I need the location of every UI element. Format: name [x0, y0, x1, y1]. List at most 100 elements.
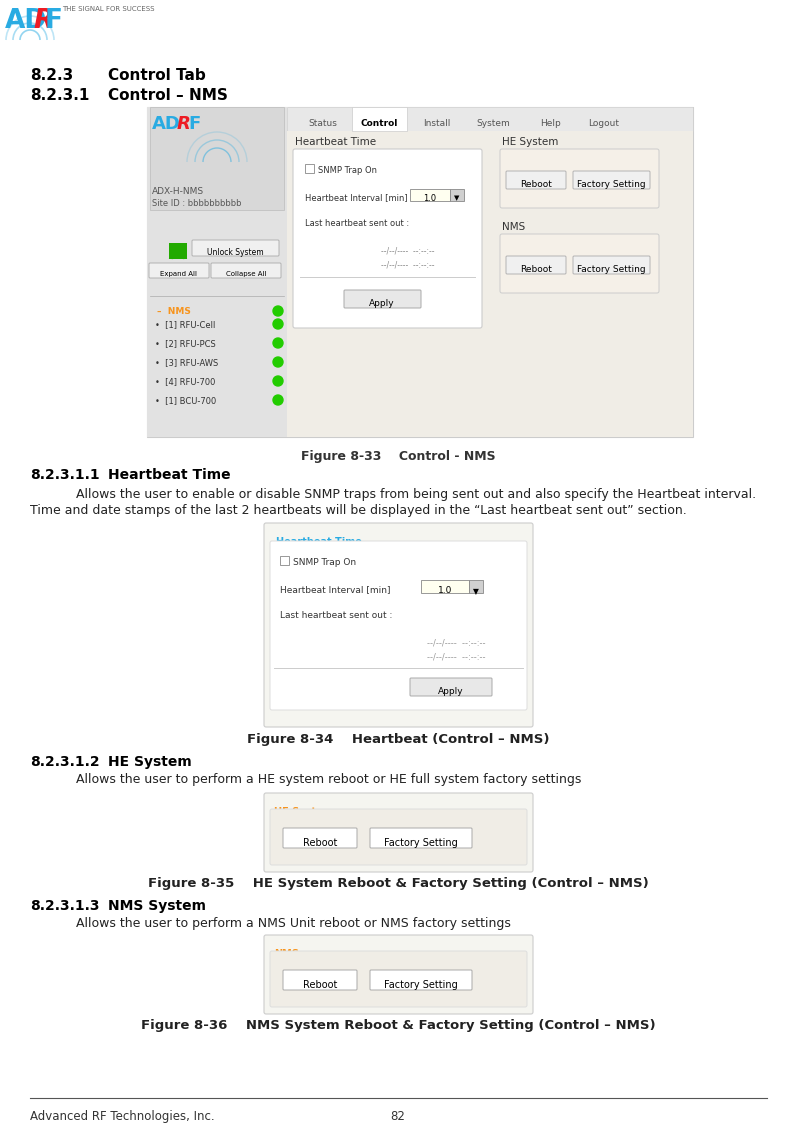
Circle shape: [273, 338, 283, 348]
FancyBboxPatch shape: [270, 809, 527, 865]
Bar: [280, 556, 289, 566]
Text: NMS: NMS: [502, 222, 525, 232]
Text: AD: AD: [152, 115, 181, 133]
FancyBboxPatch shape: [270, 951, 527, 1007]
Text: Figure 8-35    HE System Reboot & Factory Setting (Control – NMS): Figure 8-35 HE System Reboot & Factory S…: [147, 877, 649, 890]
Text: •  [1] RFU-Cell: • [1] RFU-Cell: [155, 320, 215, 329]
Bar: [287, 107, 693, 437]
Text: ADX-H-NMS: ADX-H-NMS: [152, 187, 204, 196]
Bar: [287, 131, 693, 437]
Text: System: System: [477, 119, 510, 128]
FancyBboxPatch shape: [211, 264, 281, 278]
Text: Apply: Apply: [438, 687, 464, 696]
FancyBboxPatch shape: [370, 970, 472, 990]
Text: Factory Setting: Factory Setting: [384, 979, 457, 990]
Text: 8.2.3.1.3: 8.2.3.1.3: [30, 899, 100, 913]
Bar: [147, 107, 693, 437]
Text: Heartbeat Time: Heartbeat Time: [295, 137, 376, 147]
Text: SNMP Trap On: SNMP Trap On: [293, 558, 356, 567]
FancyBboxPatch shape: [506, 171, 566, 189]
Text: Reboot: Reboot: [303, 979, 337, 990]
Text: ▼: ▼: [473, 587, 479, 596]
Text: NMS System: NMS System: [108, 899, 206, 913]
Text: Control Tab: Control Tab: [108, 68, 206, 83]
Text: Figure 8-33    Control - NMS: Figure 8-33 Control - NMS: [300, 450, 495, 463]
FancyBboxPatch shape: [573, 256, 650, 274]
Circle shape: [273, 375, 283, 386]
Text: 8.2.3.1.2: 8.2.3.1.2: [30, 756, 100, 769]
Text: •  [4] RFU-700: • [4] RFU-700: [155, 377, 215, 386]
FancyBboxPatch shape: [500, 149, 659, 208]
FancyBboxPatch shape: [283, 828, 357, 848]
FancyBboxPatch shape: [410, 677, 492, 696]
Text: Last heartbeat sent out :: Last heartbeat sent out :: [280, 611, 392, 620]
Bar: [0, 0, 797, 55]
Bar: [147, 107, 287, 437]
Text: SNMP Trap On: SNMP Trap On: [318, 166, 377, 175]
Bar: [305, 164, 314, 173]
Text: Apply: Apply: [369, 299, 395, 308]
Text: 8.2.3: 8.2.3: [30, 68, 73, 83]
Bar: [469, 580, 483, 593]
FancyBboxPatch shape: [344, 290, 421, 308]
Text: –  NMS: – NMS: [157, 307, 190, 316]
Text: Figure 8-34    Heartbeat (Control – NMS): Figure 8-34 Heartbeat (Control – NMS): [247, 733, 549, 746]
Text: 1.0: 1.0: [423, 195, 436, 202]
FancyBboxPatch shape: [264, 523, 533, 727]
Circle shape: [273, 307, 283, 316]
Text: F: F: [188, 115, 200, 133]
Text: Heartbeat Time: Heartbeat Time: [108, 468, 230, 482]
Text: --/--/----  --:--:--: --/--/---- --:--:--: [427, 638, 486, 647]
Text: Time and date stamps of the last 2 heartbeats will be displayed in the “Last hea: Time and date stamps of the last 2 heart…: [30, 504, 687, 517]
FancyBboxPatch shape: [149, 264, 209, 278]
FancyBboxPatch shape: [500, 234, 659, 293]
Text: Expand All: Expand All: [160, 271, 198, 277]
Text: --/--/----  --:--:--: --/--/---- --:--:--: [427, 653, 486, 662]
Text: Factory Setting: Factory Setting: [384, 838, 457, 848]
Circle shape: [273, 395, 283, 405]
Text: HE System: HE System: [274, 808, 332, 817]
Text: Heartbeat Time: Heartbeat Time: [276, 537, 362, 547]
Text: --/--/----  --:--:--: --/--/---- --:--:--: [382, 247, 435, 254]
Text: Factory Setting: Factory Setting: [577, 180, 646, 189]
Text: Install: Install: [423, 119, 450, 128]
Bar: [169, 243, 187, 259]
Text: Site ID : bbbbbbbbbb: Site ID : bbbbbbbbbb: [152, 199, 241, 208]
Text: ▼: ▼: [454, 195, 460, 201]
Bar: [150, 107, 284, 210]
Text: --/--/----  --:--:--: --/--/---- --:--:--: [382, 261, 435, 270]
Text: Last heartbeat sent out :: Last heartbeat sent out :: [305, 219, 409, 228]
Text: Unlock System: Unlock System: [206, 248, 263, 257]
Text: Allows the user to perform a NMS Unit reboot or NMS factory settings: Allows the user to perform a NMS Unit re…: [60, 917, 511, 930]
Text: R: R: [33, 8, 53, 34]
FancyBboxPatch shape: [506, 256, 566, 274]
Text: •  [2] RFU-PCS: • [2] RFU-PCS: [155, 339, 216, 348]
Text: 8.2.3.1: 8.2.3.1: [30, 88, 89, 103]
Text: Allows the user to enable or disable SNMP traps from being sent out and also spe: Allows the user to enable or disable SNM…: [60, 487, 756, 501]
Text: Heartbeat Interval [min]: Heartbeat Interval [min]: [305, 193, 407, 202]
Text: Collapse All: Collapse All: [226, 271, 266, 277]
Text: R: R: [177, 115, 190, 133]
FancyBboxPatch shape: [293, 149, 482, 328]
FancyBboxPatch shape: [270, 541, 527, 710]
Text: HE System: HE System: [502, 137, 559, 147]
Text: HE System: HE System: [108, 756, 192, 769]
Text: Reboot: Reboot: [303, 838, 337, 848]
FancyBboxPatch shape: [573, 171, 650, 189]
Bar: [450, 189, 464, 201]
Text: Heartbeat Interval [min]: Heartbeat Interval [min]: [280, 585, 391, 594]
Text: Reboot: Reboot: [520, 180, 552, 189]
Text: 1.0: 1.0: [438, 586, 453, 595]
Bar: [287, 107, 693, 131]
Text: F: F: [45, 8, 63, 34]
Text: •  [3] RFU-AWS: • [3] RFU-AWS: [155, 359, 218, 366]
Text: Control: Control: [361, 119, 398, 128]
Text: Control – NMS: Control – NMS: [108, 88, 228, 103]
Text: Allows the user to perform a HE system reboot or HE full system factory settings: Allows the user to perform a HE system r…: [60, 772, 581, 786]
Text: 8.2.3.1.1: 8.2.3.1.1: [30, 468, 100, 482]
FancyBboxPatch shape: [264, 793, 533, 872]
Bar: [352, 107, 407, 131]
FancyBboxPatch shape: [370, 828, 472, 848]
Circle shape: [273, 357, 283, 366]
Text: Factory Setting: Factory Setting: [577, 265, 646, 274]
